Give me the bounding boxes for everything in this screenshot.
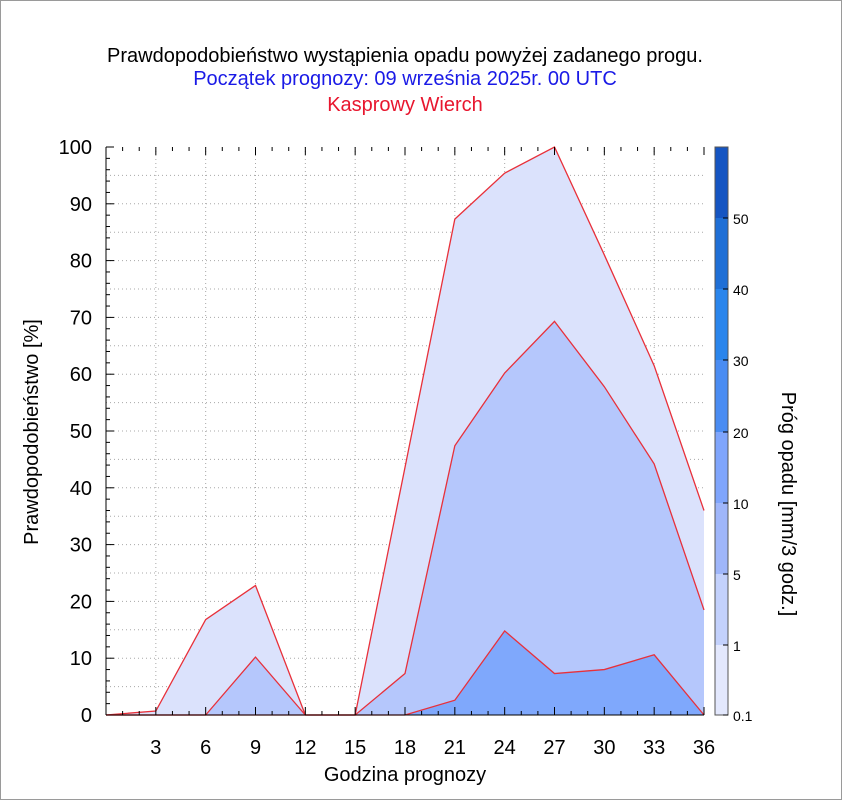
x-tick-label: 9 (250, 737, 261, 759)
y-tick-label: 100 (59, 137, 92, 159)
colorbar-tick-label: 30 (733, 353, 749, 369)
chart-location: Kasprowy Wierch (327, 94, 483, 116)
x-tick-label: 6 (200, 737, 211, 759)
area-threshold-1 (106, 321, 704, 715)
colorbar-segment (715, 645, 728, 715)
line-threshold-0-1 (105, 146, 705, 716)
colorbar-border (714, 146, 729, 716)
x-tick-label: 21 (444, 737, 466, 759)
colorbar-segment (715, 289, 728, 360)
colorbar-tick-label: 0.1 (733, 708, 753, 724)
y-tick-label: 90 (70, 194, 92, 216)
x-axis-label: Godzina prognozy (324, 764, 486, 786)
x-tick-label: 27 (543, 737, 565, 759)
colorbar-segment (715, 503, 728, 574)
y-tick-label: 80 (70, 251, 92, 273)
colorbar-tick-label: 1 (733, 638, 741, 654)
plot-area: 3 6 9 12 15 18 21 24 27 30 33 360102030405060708090… (59, 137, 753, 759)
x-tick-label: 18 (394, 737, 416, 759)
colorbar-tick-label: 40 (733, 282, 749, 298)
colorbar: 0.1 1 5 10 20 30 40 50 (714, 146, 753, 724)
chart-subtitle: Początek prognozy: 09 września 2025r. 00… (193, 68, 617, 90)
colorbar-segment (715, 574, 728, 645)
colorbar-tick-label: 50 (733, 211, 749, 227)
colorbar-label: Próg opadu [mm/3 godz.] (777, 392, 799, 617)
x-tick-label: 15 (344, 737, 366, 759)
y-tick-label: 60 (70, 364, 92, 386)
y-tick-label: 10 (70, 648, 92, 670)
colorbar-segment (715, 147, 728, 218)
chart-title: Prawdopodobieństwo wystąpienia opadu pow… (107, 45, 703, 67)
y-axis-label: Prawdopodobieństwo [%] (21, 319, 43, 545)
x-tick-label: 12 (294, 737, 316, 759)
y-tick-label: 0 (81, 705, 92, 727)
x-tick-label: 36 (693, 737, 715, 759)
colorbar-tick-label: 10 (733, 496, 749, 512)
y-tick-label: 40 (70, 478, 92, 500)
y-tick-label: 20 (70, 591, 92, 613)
area-threshold-5 (106, 630, 704, 715)
y-tick-label: 50 (70, 421, 92, 443)
x-tick-label: 24 (494, 737, 516, 759)
x-tick-label: 30 (593, 737, 615, 759)
colorbar-tick-label: 5 (733, 567, 741, 583)
colorbar-segment (715, 218, 728, 289)
colorbar-segment (715, 432, 728, 503)
y-tick-label: 30 (70, 535, 92, 557)
x-tick-label: 3 (150, 737, 161, 759)
colorbar-tick-label: 20 (733, 425, 749, 441)
x-tick-label: 33 (643, 737, 665, 759)
y-tick-label: 70 (70, 307, 92, 329)
colorbar-segment (715, 360, 728, 432)
